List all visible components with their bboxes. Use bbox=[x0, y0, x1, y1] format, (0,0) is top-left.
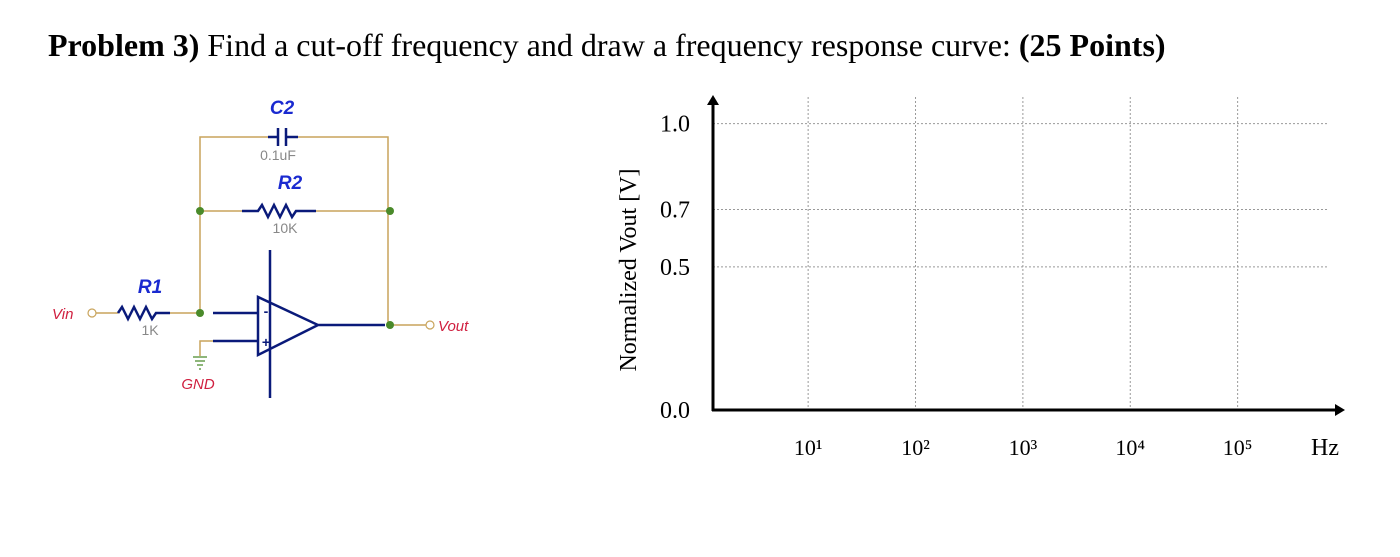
problem-heading: Problem 3) Find a cut-off frequency and … bbox=[48, 27, 1166, 63]
problem-number: Problem 3) bbox=[48, 27, 199, 63]
gnd-label: GND bbox=[181, 376, 215, 393]
x-tick-label: 10⁵ bbox=[1223, 435, 1253, 460]
c2-value: 0.1uF bbox=[260, 147, 296, 163]
plus-pin: + bbox=[262, 334, 270, 350]
y-tick-label: 1.0 bbox=[660, 112, 690, 138]
y-tick-label: 0.5 bbox=[660, 255, 690, 281]
x-tick-label: 10² bbox=[901, 435, 930, 460]
minus-pin: - bbox=[264, 303, 269, 319]
problem-text: Find a cut-off frequency and draw a freq… bbox=[199, 27, 1019, 63]
vin-label: Vin bbox=[52, 306, 73, 323]
x-axis-arrow bbox=[1335, 404, 1345, 416]
y-axis-label: Normalized Vout [V] bbox=[616, 168, 642, 371]
vout-label: Vout bbox=[438, 318, 469, 335]
y-axis-arrow bbox=[707, 95, 719, 105]
problem-points: (25 Points) bbox=[1019, 27, 1166, 63]
r2-value: 10K bbox=[273, 220, 299, 236]
x-axis-label: Hz bbox=[1311, 435, 1339, 461]
c2-label: C2 bbox=[270, 98, 295, 119]
x-tick-label: 10¹ bbox=[794, 435, 823, 460]
x-tick-label: 10⁴ bbox=[1115, 435, 1145, 460]
x-tick-label: 10³ bbox=[1009, 435, 1038, 460]
y-tick-label: 0.0 bbox=[660, 398, 690, 424]
y-tick-label: 0.7 bbox=[660, 198, 690, 224]
circuit: C2 0.1uF R2 10K R1 1K Vin Vout GND - + bbox=[52, 98, 469, 398]
r1-label: R1 bbox=[138, 277, 162, 298]
r1-value: 1K bbox=[141, 322, 159, 338]
r2-label: R2 bbox=[278, 173, 303, 194]
